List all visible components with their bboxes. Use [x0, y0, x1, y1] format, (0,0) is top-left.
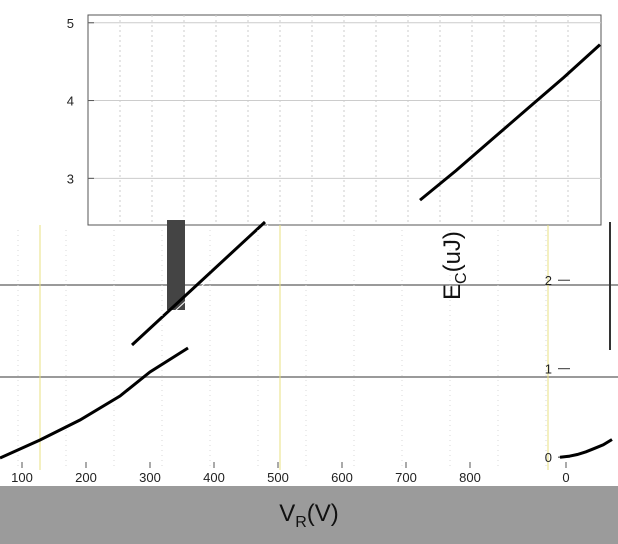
- lower-y-tick-label-0: 0: [545, 450, 552, 465]
- upper-y-ticks: 3 4 5: [67, 16, 94, 186]
- lower-y-tick-label-2: 2: [545, 273, 552, 288]
- lower-grid: [17, 230, 547, 470]
- upper-grid: [88, 15, 601, 225]
- x-axis-footer: VR(V): [0, 486, 618, 544]
- band-artifact-block: [167, 220, 185, 310]
- x-tick-label-5: 600: [331, 470, 353, 485]
- lower-left-series-line: [0, 346, 189, 460]
- x-tick-labels: 100 200 300 400 500 600 700 800 0: [11, 462, 570, 485]
- x-tick-label-6: 700: [395, 470, 417, 485]
- upper-y-tick-label-2: 5: [67, 16, 74, 31]
- lower-series-line: [559, 438, 613, 459]
- energy-vs-voltage-chart: 3 4 5 0 1 2 100 200 300 400 500 600 700 800 0 EC(uJ): [0, 14, 618, 485]
- upper-series-line: [419, 43, 602, 202]
- y-axis-label: EC(uJ): [439, 231, 470, 300]
- x-tick-label-1: 200: [75, 470, 97, 485]
- lower-y-ticks: 0 1 2: [545, 273, 570, 465]
- x-tick-label-3: 400: [203, 470, 225, 485]
- lower-y-tick-label-1: 1: [545, 362, 552, 377]
- x-axis-label: VR(V): [279, 500, 339, 531]
- x-tick-label-0: 100: [11, 470, 33, 485]
- x-tick-label-2: 300: [139, 470, 161, 485]
- band-diagonal-highlight: [134, 224, 269, 349]
- x-tick-label-7: 800: [459, 470, 481, 485]
- x-tick-label-4: 500: [267, 470, 289, 485]
- upper-y-tick-label-1: 4: [67, 94, 74, 109]
- lower-panel-band: [0, 220, 618, 470]
- x-tick-label-8: 0: [562, 470, 569, 485]
- upper-y-tick-label-0: 3: [67, 171, 74, 186]
- band-diagonal-line-1: [130, 220, 267, 347]
